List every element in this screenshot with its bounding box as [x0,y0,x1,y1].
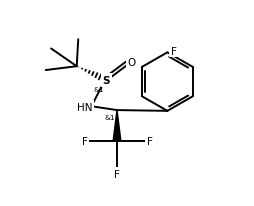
Text: F: F [82,136,87,146]
Text: F: F [171,47,177,56]
Text: F: F [147,136,152,146]
Text: HN: HN [77,103,92,112]
Text: &1: &1 [105,115,115,121]
Polygon shape [113,111,121,141]
Text: F: F [114,169,120,179]
Text: S: S [102,76,110,86]
Text: O: O [128,58,136,68]
Text: &1: &1 [93,86,104,92]
